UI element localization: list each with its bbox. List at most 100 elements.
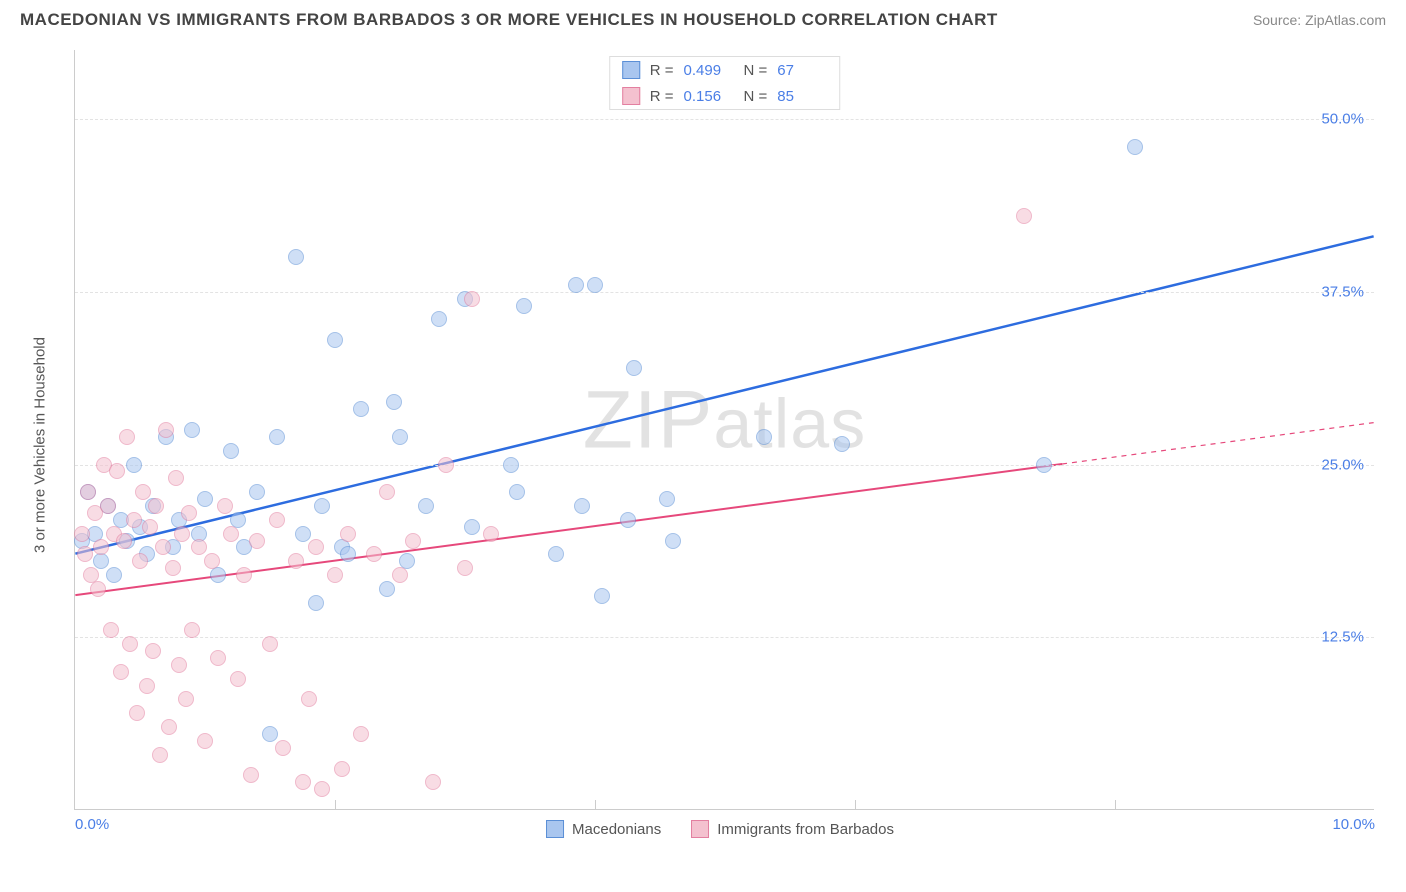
scatter-point (158, 422, 174, 438)
scatter-point (236, 567, 252, 583)
source-label: Source: ZipAtlas.com (1253, 12, 1386, 28)
scatter-point (262, 726, 278, 742)
chart-title: MACEDONIAN VS IMMIGRANTS FROM BARBADOS 3… (20, 10, 998, 30)
scatter-point (197, 491, 213, 507)
scatter-point (327, 332, 343, 348)
x-tick-mark (595, 800, 596, 810)
scatter-point (568, 277, 584, 293)
scatter-point (126, 512, 142, 528)
scatter-point (145, 643, 161, 659)
scatter-point (314, 498, 330, 514)
y-axis-label: 3 or more Vehicles in Household (32, 337, 49, 553)
scatter-point (275, 740, 291, 756)
scatter-point (184, 422, 200, 438)
scatter-point (594, 588, 610, 604)
scatter-point (392, 567, 408, 583)
scatter-point (122, 636, 138, 652)
scatter-point (100, 498, 116, 514)
gridline-h (75, 119, 1374, 120)
scatter-point (80, 484, 96, 500)
scatter-point (353, 726, 369, 742)
gridline-h (75, 292, 1374, 293)
scatter-point (155, 539, 171, 555)
scatter-point (379, 484, 395, 500)
scatter-point (288, 553, 304, 569)
scatter-point (197, 733, 213, 749)
scatter-point (223, 526, 239, 542)
x-tick-label: 10.0% (1332, 816, 1375, 833)
y-tick-label: 25.0% (1321, 456, 1364, 473)
scatter-point (165, 560, 181, 576)
y-tick-label: 12.5% (1321, 629, 1364, 646)
scatter-point (249, 533, 265, 549)
legend-series: Macedonians Immigrants from Barbados (546, 820, 894, 838)
scatter-point (109, 463, 125, 479)
plot-area: ZIPatlas R =0.499N =67R =0.156N =85 12.5… (74, 50, 1374, 810)
scatter-point (340, 526, 356, 542)
scatter-point (288, 249, 304, 265)
scatter-point (139, 678, 155, 694)
scatter-point (464, 291, 480, 307)
legend-series-label: Macedonians (572, 821, 661, 838)
scatter-point (90, 581, 106, 597)
scatter-point (483, 526, 499, 542)
scatter-point (181, 505, 197, 521)
legend-correlation-row: R =0.499N =67 (610, 57, 840, 83)
legend-series-item: Immigrants from Barbados (691, 820, 894, 838)
legend-r-label: R = (650, 88, 674, 105)
scatter-point (295, 774, 311, 790)
scatter-point (135, 484, 151, 500)
scatter-point (834, 436, 850, 452)
scatter-point (93, 539, 109, 555)
scatter-point (152, 747, 168, 763)
legend-n-label: N = (744, 62, 768, 79)
scatter-point (548, 546, 564, 562)
legend-series-label: Immigrants from Barbados (717, 821, 894, 838)
scatter-point (161, 719, 177, 735)
scatter-point (340, 546, 356, 562)
scatter-point (379, 581, 395, 597)
scatter-point (386, 394, 402, 410)
scatter-point (119, 429, 135, 445)
scatter-point (756, 429, 772, 445)
scatter-point (665, 533, 681, 549)
scatter-point (77, 546, 93, 562)
legend-r-label: R = (650, 62, 674, 79)
legend-correlation-row: R =0.156N =85 (610, 83, 840, 109)
scatter-point (142, 519, 158, 535)
scatter-point (148, 498, 164, 514)
scatter-point (178, 691, 194, 707)
trend-lines (75, 50, 1374, 809)
scatter-point (191, 539, 207, 555)
scatter-point (418, 498, 434, 514)
scatter-point (74, 526, 90, 542)
scatter-point (129, 705, 145, 721)
scatter-point (327, 567, 343, 583)
x-tick-mark (335, 800, 336, 810)
scatter-point (1127, 139, 1143, 155)
x-tick-mark (855, 800, 856, 810)
y-tick-label: 37.5% (1321, 283, 1364, 300)
scatter-point (516, 298, 532, 314)
legend-r-value: 0.499 (684, 62, 734, 79)
scatter-point (503, 457, 519, 473)
scatter-point (626, 360, 642, 376)
scatter-point (314, 781, 330, 797)
scatter-point (106, 567, 122, 583)
legend-n-value: 85 (777, 88, 827, 105)
scatter-point (438, 457, 454, 473)
scatter-point (269, 429, 285, 445)
x-tick-label: 0.0% (75, 816, 109, 833)
legend-series-item: Macedonians (546, 820, 661, 838)
scatter-point (217, 498, 233, 514)
scatter-point (620, 512, 636, 528)
chart-area: 3 or more Vehicles in Household ZIPatlas… (50, 50, 1390, 840)
scatter-point (366, 546, 382, 562)
scatter-point (308, 539, 324, 555)
legend-r-value: 0.156 (684, 88, 734, 105)
scatter-point (171, 657, 187, 673)
title-bar: MACEDONIAN VS IMMIGRANTS FROM BARBADOS 3… (0, 0, 1406, 40)
scatter-point (301, 691, 317, 707)
legend-swatch (546, 820, 564, 838)
scatter-point (168, 470, 184, 486)
